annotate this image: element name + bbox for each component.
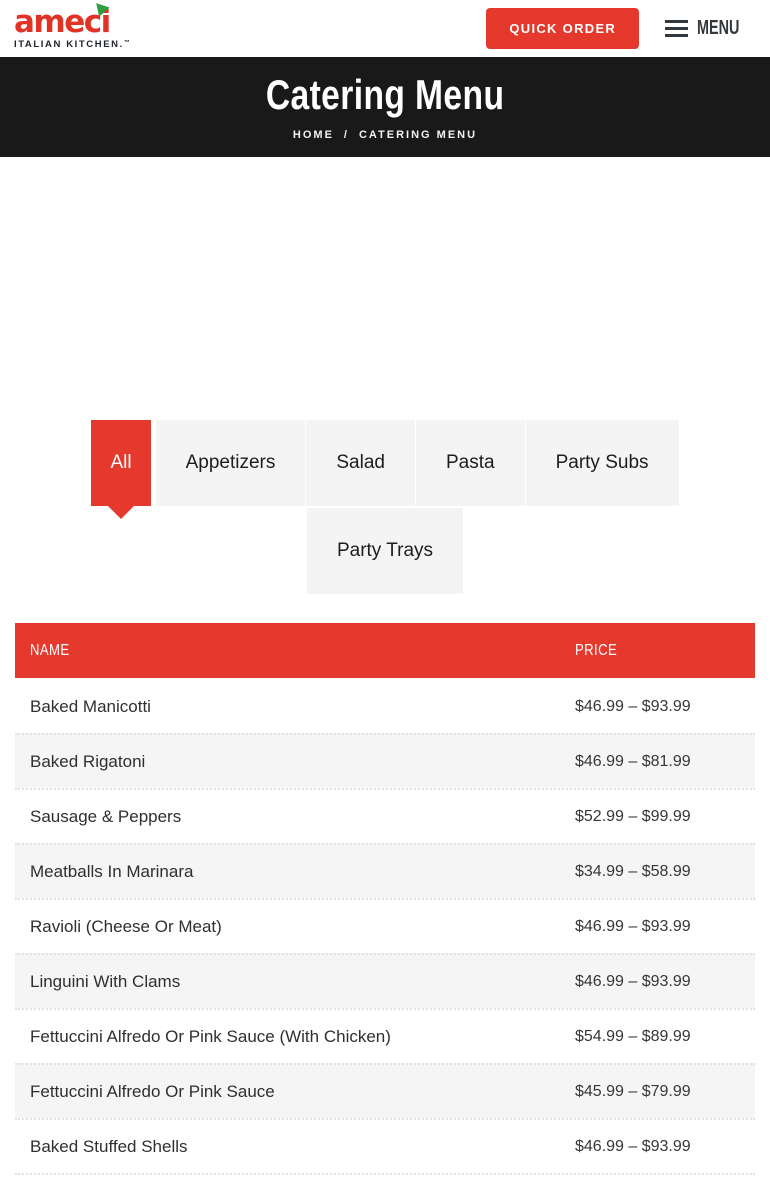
table-row: Baked Manicotti $46.99 – $93.99 [15, 678, 755, 733]
breadcrumb-home-link[interactable]: HOME [292, 128, 334, 141]
item-name: Baked Stuffed Shells [30, 1136, 188, 1156]
item-price: $46.99 – $81.99 [575, 752, 691, 770]
item-name: Linguini With Clams [30, 971, 181, 991]
page-title: Catering Menu [265, 70, 505, 118]
tab-all[interactable]: All [91, 420, 151, 506]
tab-appetizers[interactable]: Appetizers [155, 420, 306, 506]
catering-menu-table: NAME PRICE Baked Manicotti $46.99 – $93.… [15, 623, 755, 1185]
brand-name: ameci [14, 4, 111, 41]
table-row: Baked Stuffed Shells $46.99 – $93.99 [15, 1118, 755, 1173]
tab-pasta[interactable]: Pasta [414, 420, 525, 506]
item-price: $54.99 – $89.99 [575, 1027, 691, 1045]
menu-label: MENU [697, 17, 740, 39]
tab-salad[interactable]: Salad [305, 420, 415, 506]
item-price: $46.99 – $93.99 [575, 972, 691, 990]
table-row: Fettuccini Alfredo Or Pink Sauce $45.99 … [15, 1063, 755, 1118]
column-header-price: PRICE [575, 641, 618, 659]
brand-logo[interactable]: ameci ITALIAN KITCHEN.™ [14, 3, 132, 51]
blank-content-area [0, 157, 770, 420]
table-row: Sausage & Peppers $52.99 – $99.99 [15, 788, 755, 843]
top-bar: ameci ITALIAN KITCHEN.™ QUICK ORDER MENU [0, 0, 770, 57]
item-name: Fettuccini Alfredo Or Pink Sauce (With C… [30, 1026, 391, 1046]
item-name: Meatballs In Marinara [30, 861, 194, 881]
item-price: $34.99 – $58.99 [575, 862, 691, 880]
menu-toggle-button[interactable]: MENU [665, 17, 756, 40]
item-price: $45.99 – $79.99 [575, 1082, 691, 1100]
item-name: Fettuccini Alfredo Or Pink Sauce [30, 1081, 275, 1101]
table-row: Ravioli (Cheese Or Meat) $46.99 – $93.99 [15, 898, 755, 953]
brand-tagline: ITALIAN KITCHEN.™ [14, 39, 132, 51]
item-price: $52.99 – $99.99 [575, 807, 691, 825]
breadcrumb-current: CATERING MENU [358, 128, 478, 141]
table-row: Fettuccini Alfredo Or Pink Sauce (With C… [15, 1008, 755, 1063]
trademark-symbol: ™ [123, 40, 132, 47]
item-name: Sausage & Peppers [30, 806, 182, 826]
item-name: Baked Manicotti [30, 697, 151, 716]
column-header-name: NAME [30, 641, 70, 659]
breadcrumb: HOME / CATERING MENU [293, 129, 477, 141]
table-row-partial [15, 1173, 755, 1185]
table-row: Linguini With Clams $46.99 – $93.99 [15, 953, 755, 1008]
hamburger-icon [665, 20, 689, 37]
item-name: Baked Rigatoni [30, 751, 146, 771]
tab-party-trays[interactable]: Party Trays [306, 508, 464, 594]
category-filter-tabs: All Appetizers Salad Pasta Party Subs Pa… [73, 420, 697, 594]
item-price: $46.99 – $93.99 [575, 1137, 691, 1155]
table-row: Baked Rigatoni $46.99 – $81.99 [15, 733, 755, 788]
hero-banner: Catering Menu HOME / CATERING MENU [0, 57, 770, 157]
table-row: Meatballs In Marinara $34.99 – $58.99 [15, 843, 755, 898]
quick-order-button[interactable]: QUICK ORDER [486, 8, 640, 49]
item-price: $46.99 – $93.99 [575, 917, 691, 935]
breadcrumb-separator: / [343, 128, 349, 141]
item-name: Ravioli (Cheese Or Meat) [30, 916, 222, 936]
table-header-row: NAME PRICE [15, 623, 755, 678]
item-price: $46.99 – $93.99 [575, 698, 691, 715]
tab-party-subs[interactable]: Party Subs [524, 420, 679, 506]
